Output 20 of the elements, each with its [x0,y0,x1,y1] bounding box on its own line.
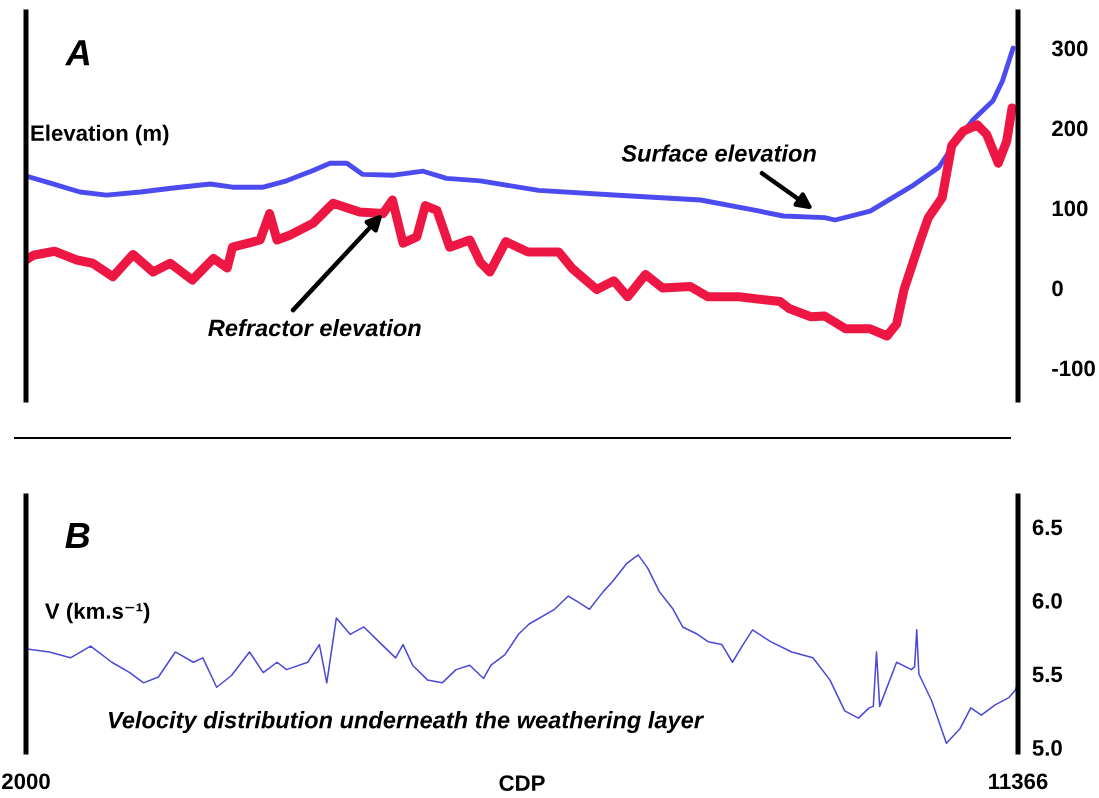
y-tick-label: -100 [1052,360,1095,377]
y-tick-label: 300 [1051,40,1088,57]
y-axis-title: V (km.s⁻¹) [45,602,150,624]
y-tick-label: 5.0 [1032,740,1062,756]
y-axis-title: Elevation (m) [31,124,169,146]
annotation: Surface elevation [621,144,816,162]
y-tick-label: 6.5 [1032,519,1063,536]
x-tick-label: 2000 [2,773,50,790]
annotation: Velocity distribution underneath the weathering layer [108,711,705,734]
y-tick-label: 200 [1052,120,1088,137]
text: B [65,523,90,548]
text: A [64,40,90,66]
y-tick-label: 5.5 [1032,666,1063,683]
line-series [26,554,1018,744]
x-axis-title: CDP [499,775,545,791]
y-tick-label: 100 [1052,200,1088,217]
y-tick-label: 0 [1052,280,1063,297]
x-tick-label: 11366 [989,773,1048,790]
y-tick-label: 6.0 [1032,592,1062,609]
annotation: Refractor elevation [208,319,421,337]
